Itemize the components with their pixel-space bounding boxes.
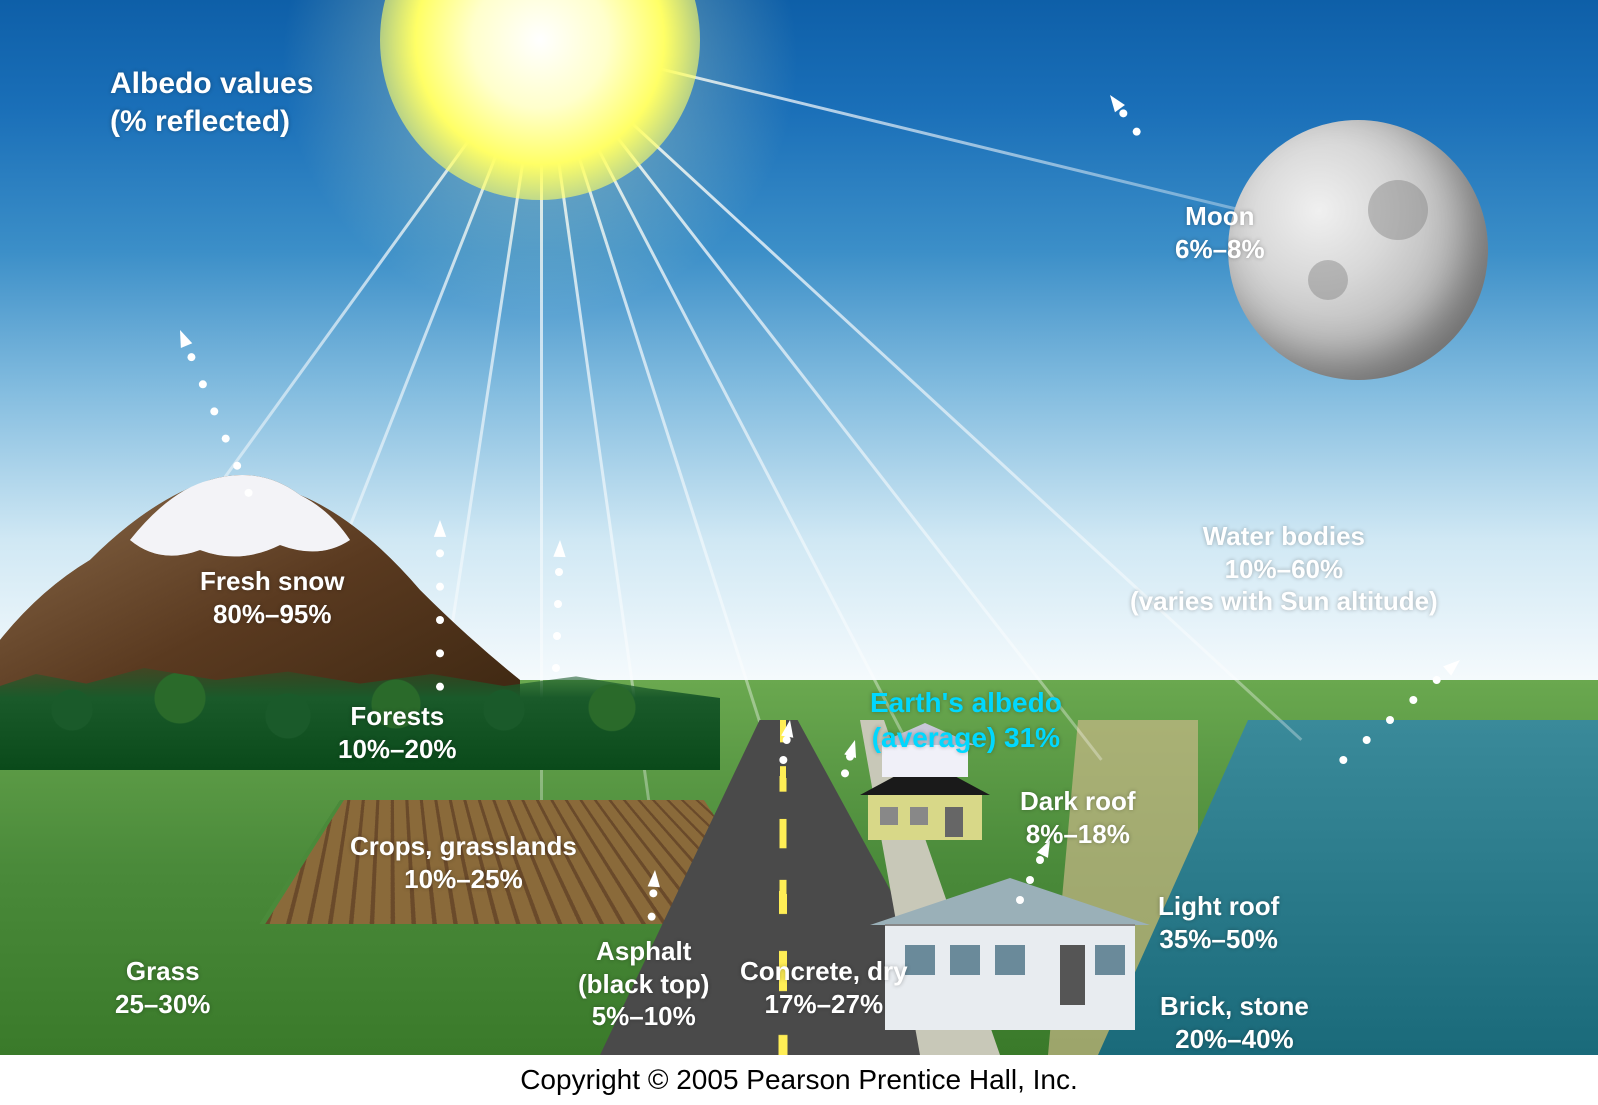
- copyright-text: Copyright © 2005 Pearson Prentice Hall, …: [0, 1055, 1598, 1105]
- snow-name: Fresh snow: [200, 566, 344, 596]
- brick-value: 20%–40%: [1175, 1024, 1294, 1054]
- label-concrete: Concrete, dry 17%–27%: [740, 955, 908, 1020]
- water-value: 10%–60%: [1225, 554, 1344, 584]
- asphalt-value: 5%–10%: [592, 1001, 696, 1031]
- earth-line2: (average) 31%: [872, 722, 1060, 753]
- lightroof-value: 35%–50%: [1159, 924, 1278, 954]
- label-asphalt: Asphalt (black top) 5%–10%: [578, 935, 709, 1033]
- forests-name: Forests: [350, 701, 444, 731]
- grass-name: Grass: [126, 956, 200, 986]
- title-line2: (% reflected): [110, 105, 290, 138]
- label-water: Water bodies 10%–60% (varies with Sun al…: [1130, 520, 1438, 618]
- crops-value: 10%–25%: [404, 864, 523, 894]
- moon-icon: [1228, 120, 1488, 380]
- earth-line1: Earth's albedo: [870, 687, 1062, 718]
- albedo-diagram: Albedo values (% reflected) Moon 6%–8% F…: [0, 0, 1598, 1105]
- concrete-name: Concrete, dry: [740, 956, 908, 986]
- label-crops: Crops, grasslands 10%–25%: [350, 830, 577, 895]
- asphalt-sub: (black top): [578, 969, 709, 999]
- concrete-value: 17%–27%: [765, 989, 884, 1019]
- label-snow: Fresh snow 80%–95%: [200, 565, 344, 630]
- asphalt-name: Asphalt: [596, 936, 691, 966]
- brick-name: Brick, stone: [1160, 991, 1309, 1021]
- moon-value: 6%–8%: [1175, 234, 1265, 264]
- water-name: Water bodies: [1203, 521, 1365, 551]
- label-lightroof: Light roof 35%–50%: [1158, 890, 1279, 955]
- forests-value: 10%–20%: [338, 734, 457, 764]
- label-moon: Moon 6%–8%: [1175, 200, 1265, 265]
- water-note: (varies with Sun altitude): [1130, 586, 1438, 616]
- lightroof-name: Light roof: [1158, 891, 1279, 921]
- diagram-title: Albedo values (% reflected): [110, 65, 313, 140]
- darkroof-name: Dark roof: [1020, 786, 1136, 816]
- label-grass: Grass 25–30%: [115, 955, 210, 1020]
- moon-name: Moon: [1185, 201, 1254, 231]
- label-brick: Brick, stone 20%–40%: [1160, 990, 1309, 1055]
- label-darkroof: Dark roof 8%–18%: [1020, 785, 1136, 850]
- snow-value: 80%–95%: [213, 599, 332, 629]
- crops-name: Crops, grasslands: [350, 831, 577, 861]
- label-earth-avg: Earth's albedo (average) 31%: [870, 685, 1062, 755]
- grass-value: 25–30%: [115, 989, 210, 1019]
- title-line1: Albedo values: [110, 67, 313, 100]
- darkroof-value: 8%–18%: [1026, 819, 1130, 849]
- label-forests: Forests 10%–20%: [338, 700, 457, 765]
